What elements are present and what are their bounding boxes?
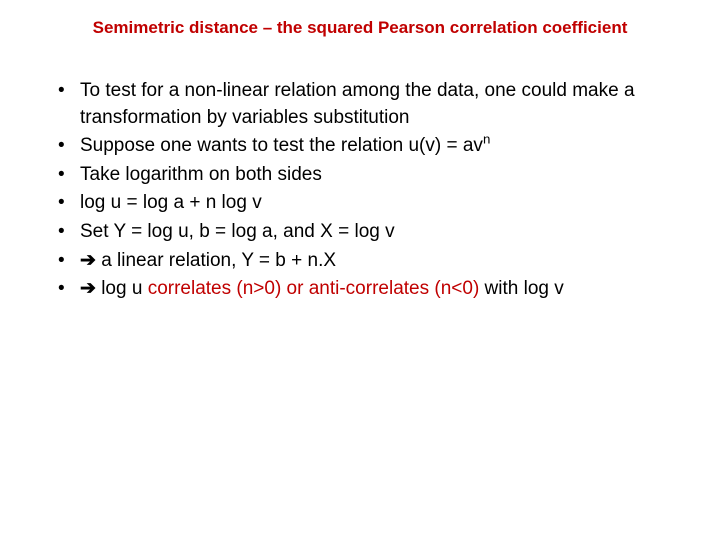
bullet-item: Suppose one wants to test the relation u… xyxy=(58,133,690,160)
superscript: n xyxy=(483,132,490,147)
bullet-item: log u = log a + n log v xyxy=(58,190,690,217)
bullet-text: a linear relation, Y = b + n.X xyxy=(96,250,336,271)
bullet-text: log u xyxy=(96,278,148,299)
bullet-item: ➔ a linear relation, Y = b + n.X xyxy=(58,248,690,275)
bullet-list: To test for a non-linear relation among … xyxy=(30,78,690,303)
highlight-text: correlates (n>0) or anti-correlates (n<0… xyxy=(148,278,480,299)
arrow-icon: ➔ xyxy=(80,250,96,271)
bullet-item: Take logarithm on both sides xyxy=(58,162,690,189)
arrow-icon: ➔ xyxy=(80,278,96,299)
bullet-item: Set Y = log u, b = log a, and X = log v xyxy=(58,219,690,246)
bullet-text: with log v xyxy=(479,278,563,299)
bullet-text: Suppose one wants to test the relation u… xyxy=(80,135,483,156)
slide-title: Semimetric distance – the squared Pearso… xyxy=(30,18,690,38)
bullet-item: ➔ log u correlates (n>0) or anti-correla… xyxy=(58,276,690,303)
bullet-item: To test for a non-linear relation among … xyxy=(58,78,690,131)
slide: Semimetric distance – the squared Pearso… xyxy=(0,0,720,540)
